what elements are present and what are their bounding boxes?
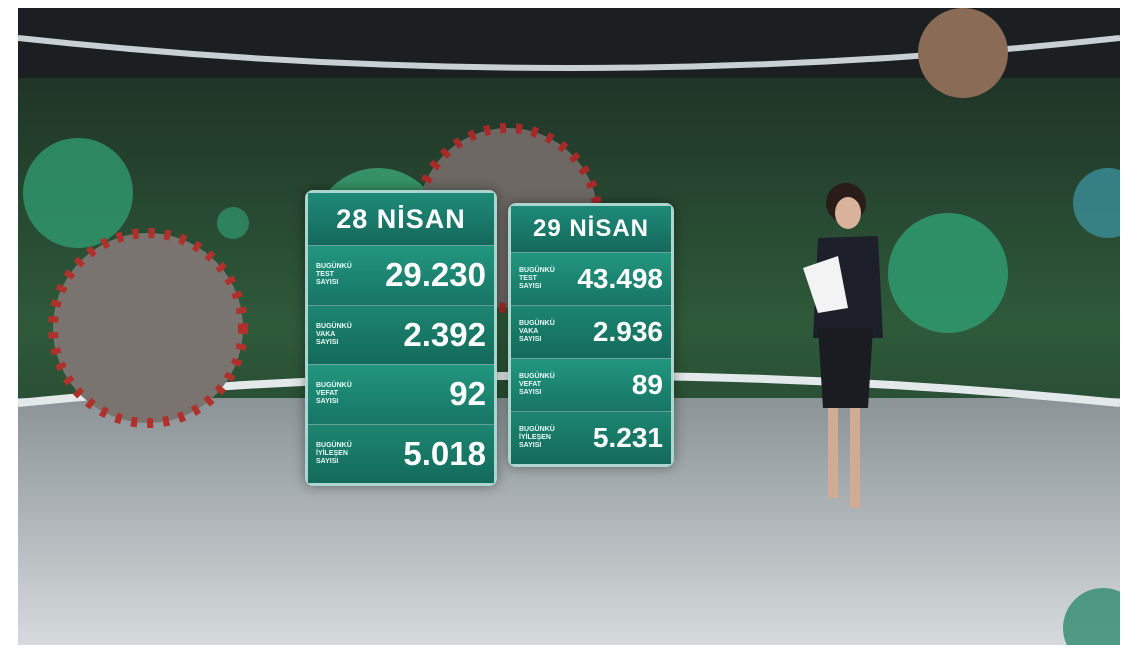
label-line: SAYISI — [519, 389, 555, 397]
label-line: SAYISI — [519, 283, 555, 291]
stat-value: 5.231 — [593, 422, 663, 454]
label-line: VAKA — [316, 331, 352, 339]
label-line: SAYISI — [316, 279, 352, 287]
label-line: TEST — [519, 275, 555, 283]
label-line: SAYISI — [316, 339, 352, 347]
label-line: SAYISI — [519, 442, 555, 450]
label-line: BUGÜNKÜ — [316, 263, 352, 271]
label-line: BUGÜNKÜ — [316, 442, 352, 450]
label-line: SAYISI — [519, 336, 555, 344]
stat-value: 92 — [449, 375, 486, 413]
stat-value: 2.936 — [593, 316, 663, 348]
stat-value: 29.230 — [385, 256, 486, 294]
label-line: İYİLEŞEN — [519, 434, 555, 442]
label-line: VEFAT — [316, 390, 352, 398]
label-line: BUGÜNKÜ — [519, 267, 555, 275]
page: 28 NİSANBUGÜNKÜTESTSAYISI29.230BUGÜNKÜVA… — [0, 0, 1138, 650]
label-line: VAKA — [519, 328, 555, 336]
label-line: BUGÜNKÜ — [519, 373, 555, 381]
stat-value: 5.018 — [403, 435, 486, 473]
label-line: BUGÜNKÜ — [519, 426, 555, 434]
label-line: BUGÜNKÜ — [316, 323, 352, 331]
stat-value: 43.498 — [577, 263, 663, 295]
label-line: VEFAT — [519, 381, 555, 389]
label-line: BUGÜNKÜ — [519, 320, 555, 328]
panel-date: 28 NİSAN — [308, 193, 494, 245]
label-line: TEST — [316, 271, 352, 279]
label-line: SAYISI — [316, 458, 352, 466]
label-line: SAYISI — [316, 398, 352, 406]
label-line: İYİLEŞEN — [316, 450, 352, 458]
label-line: BUGÜNKÜ — [316, 382, 352, 390]
stat-value: 2.392 — [403, 316, 486, 354]
panel-date: 29 NİSAN — [511, 206, 671, 252]
stat-value: 89 — [632, 369, 663, 401]
